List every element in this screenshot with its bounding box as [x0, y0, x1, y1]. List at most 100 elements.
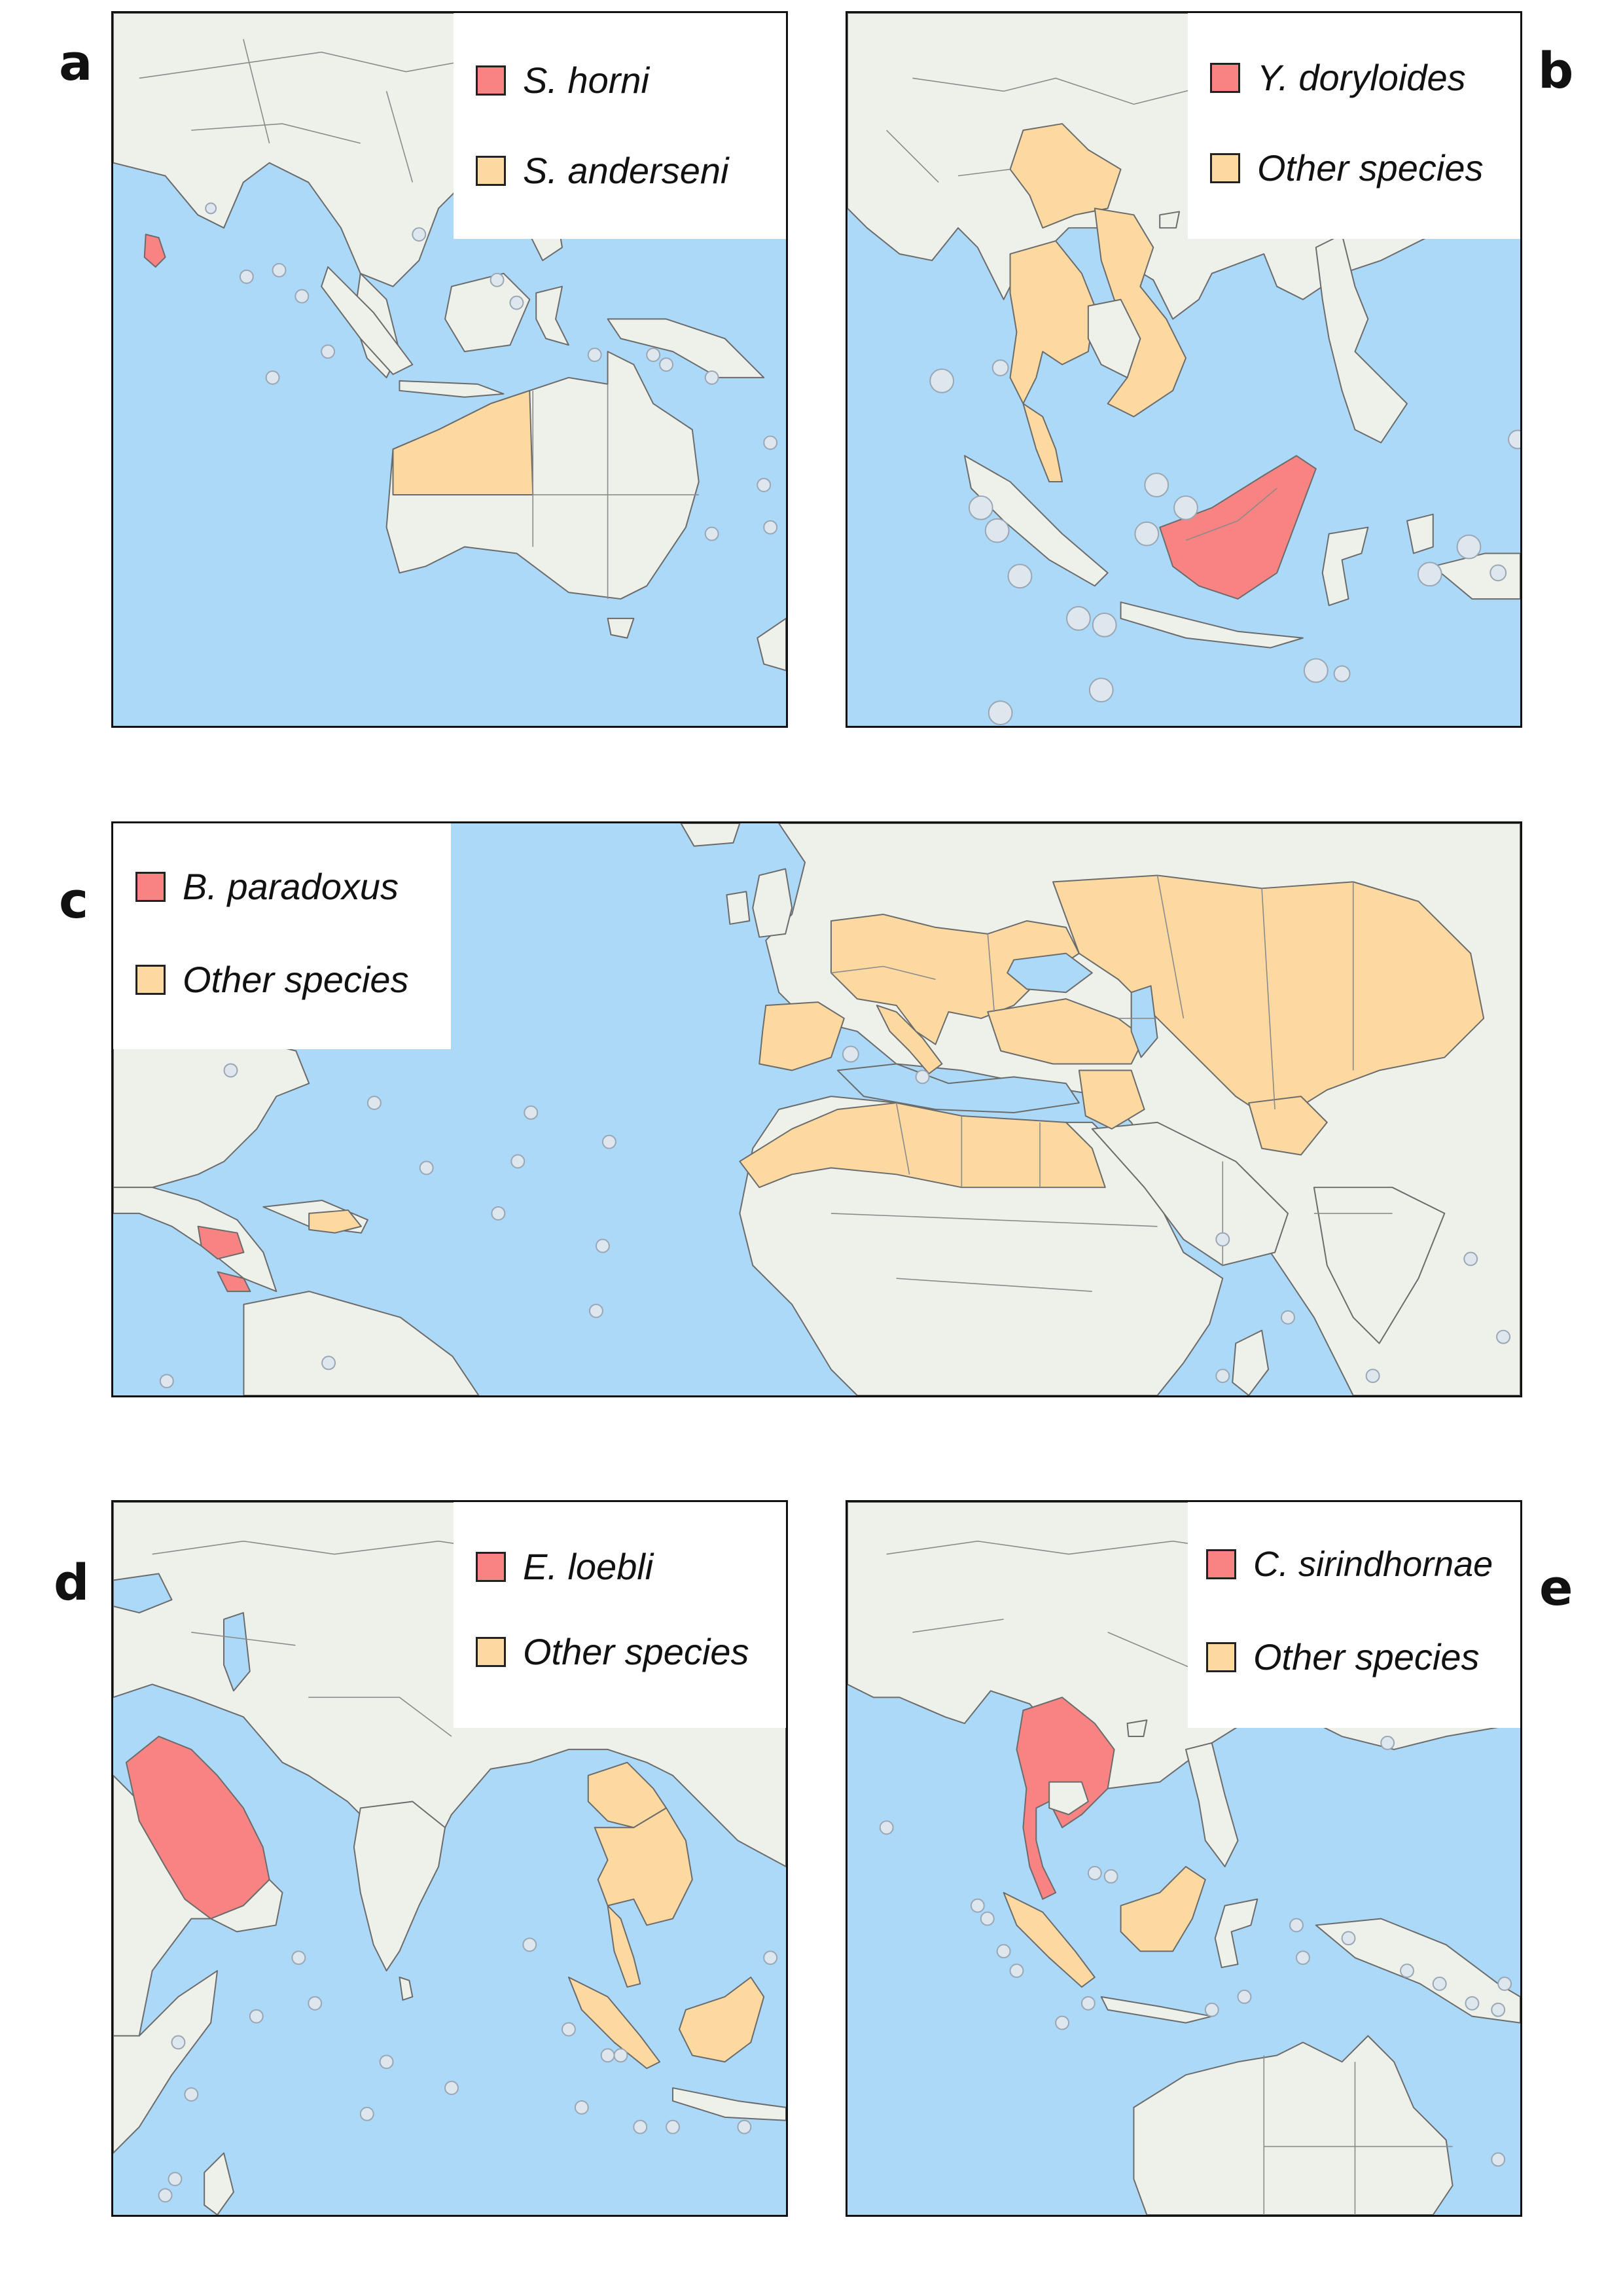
hainan — [1159, 211, 1181, 229]
swatch-target — [1210, 62, 1240, 93]
swatch-other — [1210, 152, 1240, 183]
sumatra — [963, 455, 1109, 587]
tasmania — [607, 617, 635, 639]
new-zealand — [757, 617, 786, 672]
iceland — [680, 823, 741, 847]
western-australia-north — [392, 389, 534, 495]
swatch-target — [476, 65, 506, 96]
java — [672, 2087, 786, 2121]
costa-rica — [217, 1271, 251, 1293]
map-panel-c: B. paradoxus Other species — [111, 821, 1522, 1397]
sulawesi — [535, 285, 569, 346]
swatch-target — [1206, 1549, 1236, 1579]
india — [1313, 1187, 1446, 1344]
borneo — [444, 272, 531, 353]
philippines — [1185, 1742, 1239, 1867]
legend-label: Other species — [523, 1631, 749, 1672]
panel-label-a: a — [59, 33, 93, 92]
legend-label: S. anderseni — [523, 150, 729, 191]
legend-label: Other species — [1257, 147, 1484, 188]
swatch-other — [476, 155, 506, 186]
borneo — [1120, 1865, 1206, 1952]
map-b — [847, 13, 1520, 726]
caspian — [223, 1612, 251, 1692]
borneo — [1159, 455, 1317, 600]
legend-label: Other species — [1253, 1636, 1480, 1677]
thailand — [1009, 240, 1096, 404]
legend-item-y-doryloides: Y. doryloides — [1210, 56, 1466, 99]
india — [353, 1801, 446, 1972]
legend-item-e-loebli: E. loebli — [476, 1545, 653, 1588]
cambodia — [1048, 1781, 1089, 1816]
legend-item-c-sirindhornae: C. sirindhornae — [1206, 1544, 1493, 1585]
swatch-other — [135, 964, 166, 995]
sri-lanka — [399, 1977, 414, 2001]
legend-item-s-horni: S. horni — [476, 59, 649, 101]
italy — [876, 1005, 943, 1075]
maluku — [1406, 513, 1434, 554]
sri-lanka — [143, 234, 166, 268]
horn-africa — [113, 1970, 219, 2154]
map-panel-b: Y. doryloides Other species — [846, 11, 1522, 728]
sulawesi — [1214, 1898, 1258, 1969]
levant — [1078, 1069, 1145, 1130]
hispaniola — [308, 1209, 362, 1234]
map-panel-d: E. loebli Other species — [111, 1500, 788, 2217]
sumatra — [1003, 1892, 1096, 1988]
honduras — [197, 1225, 245, 1260]
iberia — [758, 1001, 845, 1071]
legend-d: E. loebli Other species — [454, 1502, 786, 1728]
britain — [752, 868, 793, 938]
map-e — [847, 1502, 1520, 2215]
central-america — [113, 1187, 277, 1293]
legend-b: Y. doryloides Other species — [1188, 13, 1520, 239]
ireland — [726, 891, 751, 925]
legend-item-other-species: Other species — [476, 1630, 749, 1673]
south-america — [243, 1291, 480, 1395]
hainan — [1126, 1719, 1148, 1738]
afghanistan — [1248, 1096, 1328, 1156]
legend-item-other-species: Other species — [1206, 1636, 1480, 1678]
sumatra — [321, 266, 414, 375]
madagascar — [1232, 1329, 1270, 1395]
panel-label-b: b — [1538, 41, 1574, 99]
new-guinea — [607, 318, 765, 378]
panel-label-c: c — [59, 871, 89, 929]
sulawesi — [1321, 526, 1369, 607]
madagascar — [204, 2152, 234, 2215]
legend-label: B. paradoxus — [183, 866, 399, 907]
north-africa — [739, 1102, 1106, 1189]
map-c — [113, 823, 1520, 1395]
legend-item-other-species: Other species — [1210, 147, 1484, 189]
legend-item-b-paradoxus: B. paradoxus — [135, 865, 399, 908]
legend-item-other-species: Other species — [135, 958, 409, 1001]
thailand-laos-vietnam — [594, 1807, 693, 1926]
legend-label: Other species — [183, 959, 409, 1000]
panel-label-e: e — [1539, 1558, 1573, 1617]
java — [399, 380, 505, 398]
java — [1100, 1996, 1213, 2024]
australia — [385, 351, 700, 600]
map-panel-a: S. horni S. anderseni — [111, 11, 788, 728]
cambodia-laos — [1087, 298, 1141, 378]
swatch-other — [1206, 1641, 1236, 1672]
legend-item-s-anderseni: S. anderseni — [476, 149, 728, 192]
sumatra — [567, 1977, 661, 2070]
north-america — [113, 1037, 310, 1189]
swatch-target — [135, 871, 166, 902]
black-sea — [1007, 952, 1093, 994]
legend-label: S. horni — [523, 60, 649, 101]
swatch-other — [476, 1636, 506, 1667]
australia — [1133, 2035, 1454, 2215]
java — [1120, 601, 1304, 649]
oman-yemen — [210, 1878, 283, 1933]
yunnan — [1009, 123, 1122, 229]
peninsular-malaysia — [1022, 403, 1063, 483]
panel-label-d: d — [54, 1553, 90, 1611]
legend-label: E. loebli — [523, 1546, 654, 1587]
arabia — [1091, 1121, 1289, 1266]
legend-e: C. sirindhornae Other species — [1188, 1502, 1520, 1728]
legend-c: B. paradoxus Other species — [113, 823, 451, 1049]
southern-europe — [830, 914, 1080, 1045]
turkey-caucasus — [987, 998, 1145, 1065]
